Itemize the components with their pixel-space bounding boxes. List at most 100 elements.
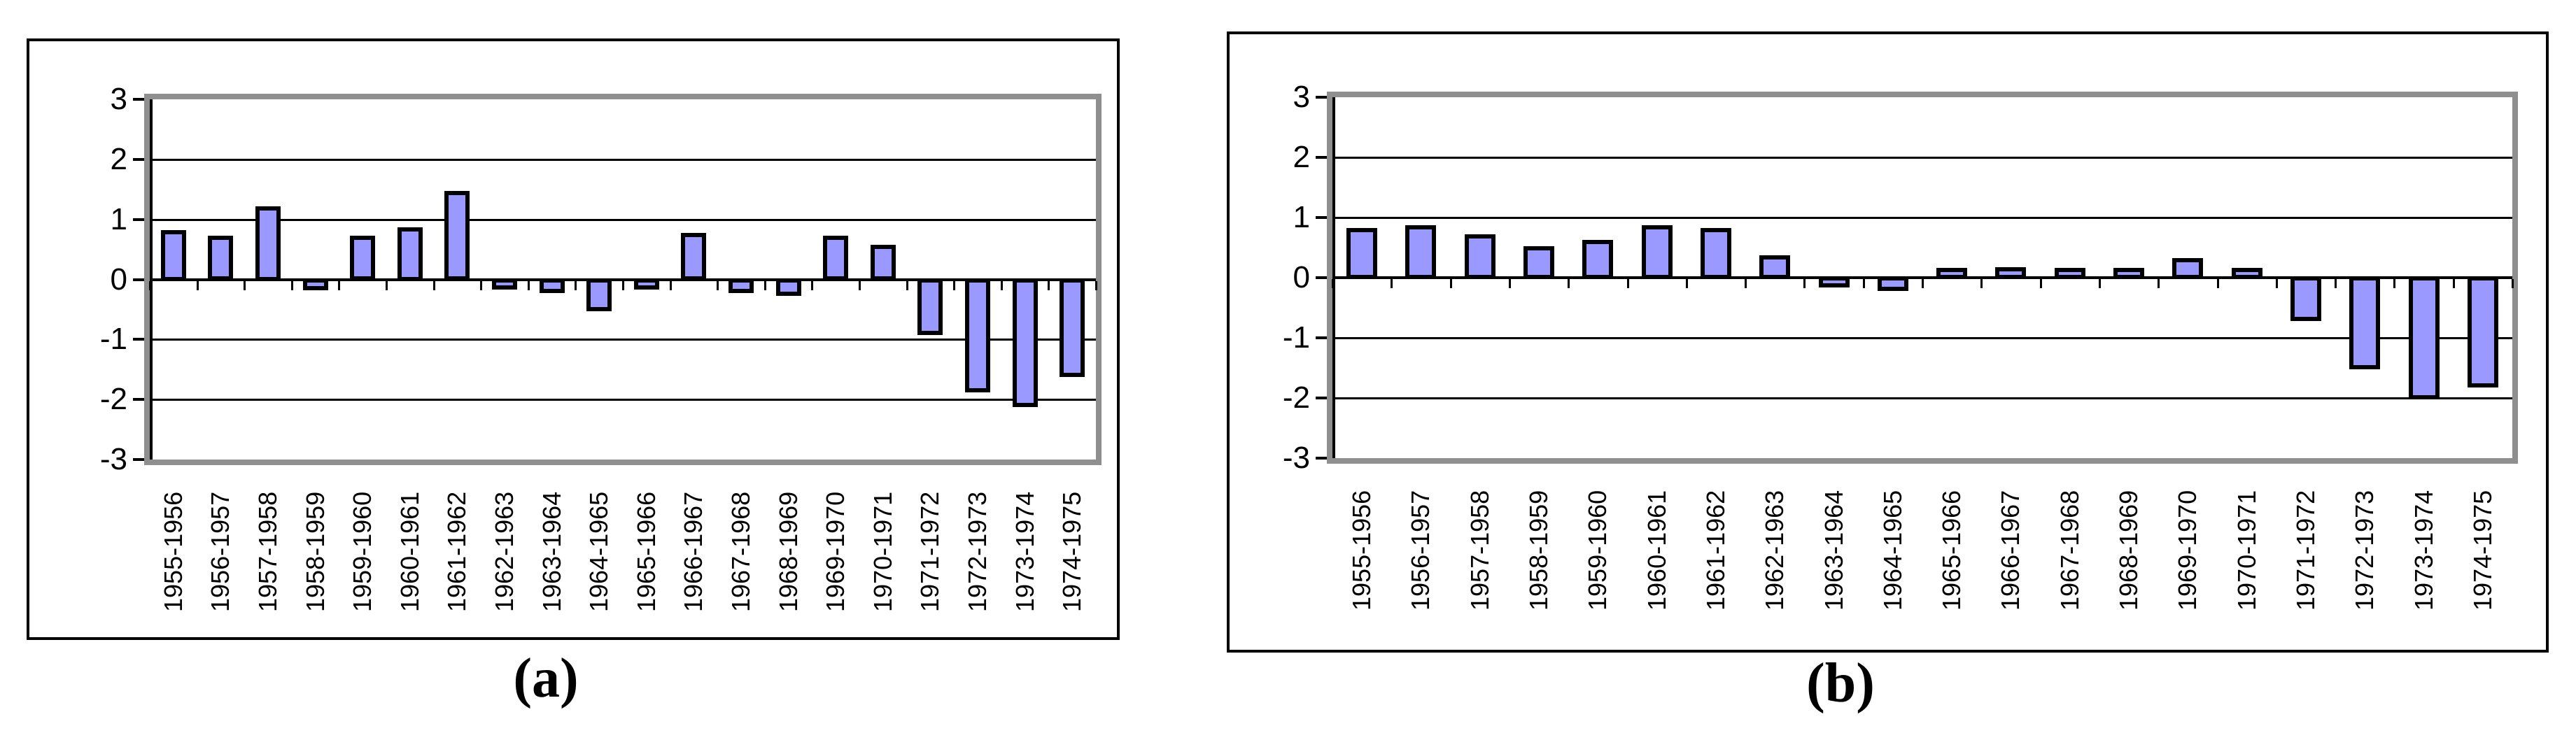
x-tick-label: 1967-1968	[726, 491, 755, 612]
x-tick	[717, 280, 719, 290]
x-tick-label: 1959-1960	[348, 491, 376, 612]
x-tick-label: 1958-1959	[1524, 490, 1553, 611]
bar	[586, 278, 612, 311]
y-axis-line	[150, 99, 153, 460]
x-tick	[432, 280, 435, 290]
x-tick	[2393, 279, 2396, 288]
x-tick-label: 1956-1957	[1406, 490, 1435, 611]
x-tick	[527, 280, 530, 290]
bar	[444, 191, 470, 280]
x-tick-label: 1968-1969	[774, 491, 803, 612]
bar	[2468, 276, 2498, 387]
x-tick	[669, 280, 672, 290]
x-tick-label: 1962-1963	[490, 491, 519, 612]
y-tick	[133, 157, 144, 161]
x-tick	[2335, 279, 2337, 288]
gridline	[1332, 337, 2512, 339]
gridline	[1332, 157, 2512, 159]
x-tick-label: 1957-1958	[253, 491, 282, 612]
gridline	[150, 218, 1096, 221]
x-tick	[1980, 279, 1983, 288]
x-tick	[1508, 279, 1511, 288]
bar	[1759, 255, 1790, 279]
caption-b: (b)	[1806, 653, 1875, 714]
bar	[1013, 278, 1038, 407]
x-tick	[1922, 279, 1924, 288]
x-tick-label: 1974-1975	[2468, 490, 2497, 611]
x-tick	[1803, 279, 1806, 288]
bar	[1465, 234, 1495, 279]
x-tick-label: 1965-1966	[632, 491, 661, 612]
x-tick	[1745, 279, 1747, 288]
x-tick	[1095, 280, 1097, 290]
bar	[1405, 225, 1436, 279]
bar	[303, 278, 328, 290]
gridline	[150, 399, 1096, 401]
y-tick	[1316, 216, 1327, 219]
x-tick	[575, 280, 577, 290]
bar	[2409, 276, 2440, 399]
y-tick	[1316, 457, 1327, 460]
y-tick-label: 3	[110, 82, 127, 116]
bar	[1060, 278, 1085, 377]
x-tick	[1862, 279, 1865, 288]
x-tick-label: 1959-1960	[1583, 490, 1612, 611]
bar	[2055, 268, 2085, 279]
bar	[1582, 240, 1613, 279]
bar	[2172, 258, 2203, 279]
x-tick-label: 1961-1962	[442, 491, 471, 612]
y-tick-label: -3	[99, 442, 127, 476]
x-tick	[859, 280, 861, 290]
x-axis-line	[150, 278, 1096, 281]
x-tick	[480, 280, 483, 290]
x-tick	[2512, 279, 2514, 288]
x-tick-label: 1974-1975	[1057, 491, 1086, 612]
x-tick-label: 1966-1967	[1996, 490, 2025, 611]
y-tick	[133, 338, 144, 341]
y-tick	[133, 218, 144, 221]
x-tick-label: 1969-1970	[2173, 490, 2202, 611]
bar	[729, 278, 754, 293]
x-tick-label: 1970-1971	[2232, 490, 2261, 611]
x-tick-label: 1971-1972	[2291, 490, 2320, 611]
x-tick-label: 1971-1972	[915, 491, 944, 612]
bar	[1995, 267, 2026, 279]
x-tick	[2452, 279, 2455, 288]
x-tick	[2039, 279, 2042, 288]
x-tick	[196, 280, 199, 290]
y-tick-label: -3	[1282, 441, 1310, 475]
x-tick-label: 1966-1967	[679, 491, 708, 612]
bar	[1936, 268, 1967, 279]
y-tick-label: 2	[1293, 140, 1310, 174]
x-tick	[244, 280, 246, 290]
bar	[2113, 268, 2144, 279]
x-tick-label: 1955-1956	[1347, 490, 1376, 611]
x-tick	[2275, 279, 2278, 288]
bar	[776, 278, 801, 296]
x-tick	[763, 280, 766, 290]
y-tick-label: 0	[1293, 260, 1310, 294]
y-tick	[133, 458, 144, 461]
x-tick	[1391, 279, 1393, 288]
bar	[2349, 276, 2380, 369]
x-tick-label: 1963-1964	[537, 491, 566, 612]
bar	[161, 230, 186, 281]
x-tick-label: 1968-1969	[2114, 490, 2143, 611]
x-tick-label: 1956-1957	[206, 491, 234, 612]
caption-a: (a)	[513, 648, 579, 709]
gridline	[150, 339, 1096, 341]
x-tick	[2216, 279, 2219, 288]
bar	[1701, 228, 1731, 279]
bar	[350, 236, 375, 280]
bar	[1819, 276, 1850, 287]
x-tick	[386, 280, 388, 290]
y-axis-line	[1332, 97, 1335, 458]
bar	[2290, 276, 2321, 321]
y-tick	[1316, 276, 1327, 279]
x-tick	[2098, 279, 2101, 288]
plot-area-frame	[1327, 92, 2518, 464]
y-tick-label: -1	[99, 322, 127, 357]
x-tick	[1626, 279, 1629, 288]
x-tick-label: 1961-1962	[1701, 490, 1730, 611]
x-tick	[1685, 279, 1688, 288]
